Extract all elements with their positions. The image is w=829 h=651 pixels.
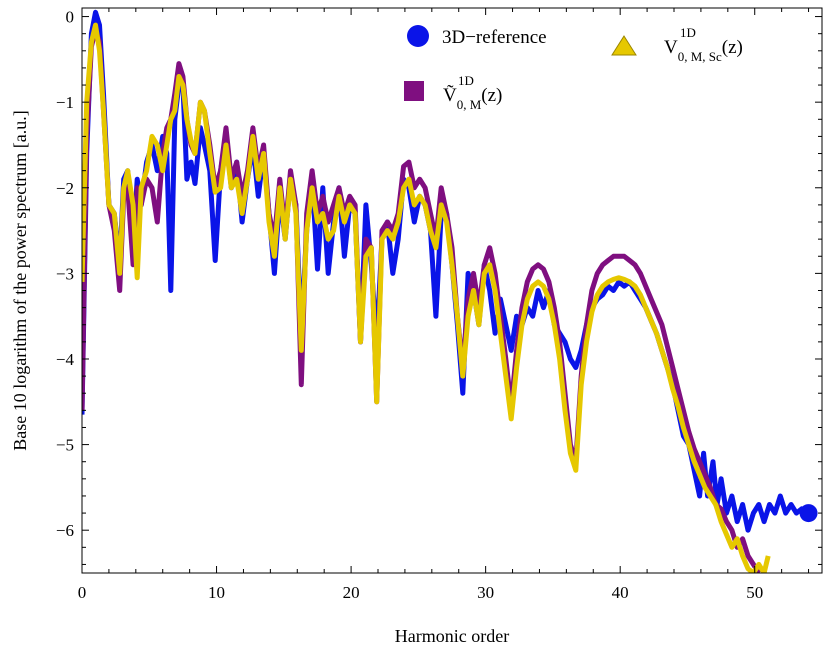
- y-tick-label: −5: [56, 436, 74, 455]
- legend-marker-model-sc: [611, 35, 637, 56]
- x-tick-label: 30: [477, 583, 494, 602]
- legend-tilde-tail: (z): [481, 85, 502, 106]
- x-tick-label: 10: [208, 583, 225, 602]
- y-axis-title: Base 10 logarithm of the power spectrum …: [10, 110, 30, 450]
- legend-marker-model-tilde: [404, 81, 424, 101]
- y-tick-label: 0: [66, 8, 75, 27]
- plot-area: [82, 9, 810, 573]
- legend-tilde-sup: 1D: [458, 73, 474, 88]
- legend: 3D−reference V0, M, Sc(z) 1D Ṽ0, M(z) 1D: [404, 25, 743, 112]
- y-tick-label: −3: [56, 264, 74, 283]
- reference-end-marker: [799, 504, 818, 523]
- legend-label-model-tilde: Ṽ0, M(z): [443, 84, 502, 112]
- y-tick-label: −6: [56, 521, 74, 540]
- series-line-model-tilde: [82, 26, 761, 573]
- x-axis-title: Harmonic order: [395, 626, 509, 646]
- legend-sc-main: V: [664, 37, 678, 58]
- legend-sc-sup: 1D: [680, 25, 696, 40]
- x-tick-label: 40: [612, 583, 629, 602]
- y-tick-label: −1: [56, 93, 74, 112]
- legend-label-model-sc: V0, M, Sc(z): [664, 37, 743, 64]
- x-tick-label: 50: [746, 583, 763, 602]
- series-line-model-sc: [82, 22, 771, 573]
- y-tick-label: −4: [56, 350, 75, 369]
- legend-tilde-main: Ṽ: [443, 84, 457, 106]
- legend-tilde-sub: 0, M: [457, 97, 482, 112]
- x-tick-label: 0: [78, 583, 87, 602]
- legend-marker-reference: [407, 25, 429, 47]
- legend-sc-tail: (z): [722, 37, 743, 58]
- y-tick-label: −2: [56, 179, 74, 198]
- x-tick-label: 20: [343, 583, 360, 602]
- axis-ticks: 0 10 20 30 40 50 0 −1 −2 −3 −4 −5 −6: [56, 8, 822, 602]
- legend-sc-sub: 0, M, Sc: [678, 49, 722, 64]
- legend-label-reference: 3D−reference: [442, 27, 547, 48]
